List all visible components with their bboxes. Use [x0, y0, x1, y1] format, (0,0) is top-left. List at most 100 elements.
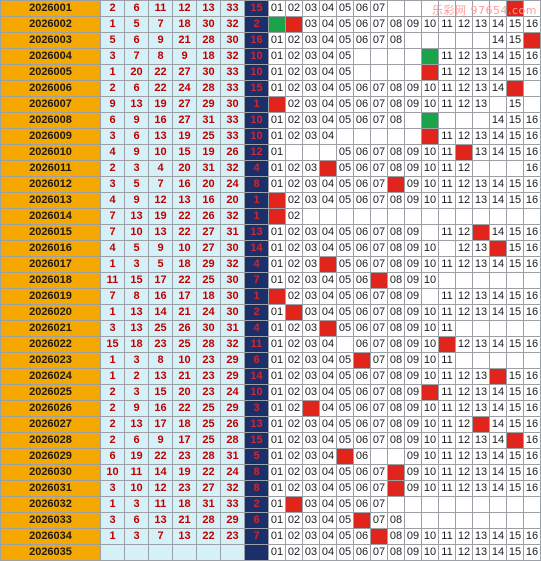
trend-cell: 06 [353, 272, 371, 289]
trend-cell: 01 [268, 304, 286, 321]
trend-cell: 08 [387, 400, 405, 417]
red-ball-number: 1 [100, 304, 125, 321]
trend-cell: 15 [506, 544, 524, 561]
trend-cell [523, 272, 541, 289]
trend-cell: 10 [421, 448, 439, 465]
trend-cell: 06 [353, 528, 371, 545]
red-ball-number: 18 [124, 336, 149, 353]
trend-cell: 03 [302, 480, 320, 497]
trend-cell: 13 [472, 288, 490, 305]
issue-number: 2026004 [0, 48, 101, 65]
trend-cell: 11 [438, 160, 456, 177]
trend-cell: 15 [506, 288, 524, 305]
red-ball-number: 11 [148, 496, 173, 513]
trend-cell [472, 512, 490, 529]
trend-cell: 06 [353, 304, 371, 321]
red-ball-number: 2 [100, 160, 125, 177]
red-ball-number: 1 [100, 16, 125, 33]
trend-cell: 07 [370, 352, 388, 369]
trend-cell: 01 [268, 240, 286, 257]
trend-cell: 06 [353, 224, 371, 241]
trend-cell [472, 112, 490, 129]
red-ball-number: 17 [172, 432, 197, 449]
trend-cell: 16 [523, 432, 541, 449]
red-ball-number: 3 [124, 528, 149, 545]
trend-cell: 12 [455, 304, 473, 321]
blue-ball-number: 15 [244, 0, 269, 17]
trend-cell: 07 [370, 368, 388, 385]
trend-cell: 02 [285, 400, 303, 417]
red-ball-number: 12 [172, 0, 197, 17]
blue-ball-number: 15 [244, 432, 269, 449]
table-row: 2026001 2 6 11 12 13 33 15 01 02 03 04 05 06 07 [0, 0, 541, 17]
red-ball-number: 13 [172, 528, 197, 545]
trend-cell: 07 [370, 336, 388, 353]
red-ball-number: 6 [124, 432, 149, 449]
trend-cell: 07 [370, 432, 388, 449]
trend-cell: 16 [523, 240, 541, 257]
red-ball-number: 22 [148, 80, 173, 97]
trend-cell: 15 [506, 336, 524, 353]
trend-cell [489, 240, 507, 257]
red-ball-number: 13 [148, 224, 173, 241]
trend-cell: 02 [285, 176, 303, 193]
red-ball-number: 8 [148, 352, 173, 369]
trend-cell: 07 [370, 544, 388, 561]
trend-cell: 15 [506, 112, 524, 129]
red-ball-number: 9 [148, 432, 173, 449]
table-row: 2026002 1 5 7 18 30 32 2 03 04 05 06 07 08 09 10 11 12 13 1… [0, 16, 541, 33]
trend-cell: 10 [421, 272, 439, 289]
trend-cell: 11 [438, 256, 456, 273]
blue-ball-number: 8 [244, 176, 269, 193]
trend-cell: 11 [438, 144, 456, 161]
table-row: 2026008 6 9 16 27 31 33 10 01 02 03 04 05 06 07 08 14 15 1… [0, 112, 541, 129]
trend-cell: 09 [404, 16, 422, 33]
trend-cell: 12 [455, 448, 473, 465]
trend-cell: 16 [523, 48, 541, 65]
red-ball-number: 5 [124, 176, 149, 193]
red-ball-number: 13 [148, 128, 173, 145]
red-ball-number: 1 [100, 352, 125, 369]
trend-cell: 11 [438, 480, 456, 497]
table-row: 2026005 1 20 22 27 30 33 10 01 02 03 04 05 11 12 13 14 15… [0, 64, 541, 81]
trend-cell: 13 [472, 240, 490, 257]
trend-cell: 01 [268, 368, 286, 385]
trend-cell: 07 [370, 288, 388, 305]
issue-number: 2026022 [0, 336, 101, 353]
red-ball-number: 23 [172, 480, 197, 497]
trend-cell: 11 [438, 192, 456, 209]
trend-cell: 16 [523, 416, 541, 433]
trend-cell: 15 [506, 384, 524, 401]
trend-cell: 16 [523, 448, 541, 465]
trend-cell: 03 [302, 80, 320, 97]
trend-cell: 06 [353, 96, 371, 113]
trend-cell: 11 [438, 528, 456, 545]
red-ball-number: 27 [196, 480, 221, 497]
trend-cell: 03 [302, 96, 320, 113]
trend-cell: 15 [506, 480, 524, 497]
trend-cell [302, 208, 320, 225]
trend-cell: 04 [319, 0, 337, 17]
trend-cell [421, 496, 439, 513]
trend-cell [472, 208, 490, 225]
red-ball-number: 20 [172, 160, 197, 177]
trend-cell: 03 [302, 64, 320, 81]
trend-cell [404, 0, 422, 17]
trend-cell: 11 [438, 48, 456, 65]
trend-cell: 15 [506, 416, 524, 433]
trend-cell: 04 [319, 304, 337, 321]
red-ball-number: 27 [196, 240, 221, 257]
trend-cell: 15 [506, 224, 524, 241]
trend-cell: 03 [302, 48, 320, 65]
trend-cell [489, 208, 507, 225]
trend-cell: 10 [421, 480, 439, 497]
trend-cell: 16 [523, 112, 541, 129]
trend-cell: 03 [302, 272, 320, 289]
trend-cell: 08 [387, 368, 405, 385]
red-ball-number: 1 [100, 528, 125, 545]
trend-cell: 02 [285, 352, 303, 369]
trend-cell [387, 448, 405, 465]
trend-cell: 03 [302, 0, 320, 17]
trend-cell: 09 [404, 304, 422, 321]
trend-cell [523, 352, 541, 369]
